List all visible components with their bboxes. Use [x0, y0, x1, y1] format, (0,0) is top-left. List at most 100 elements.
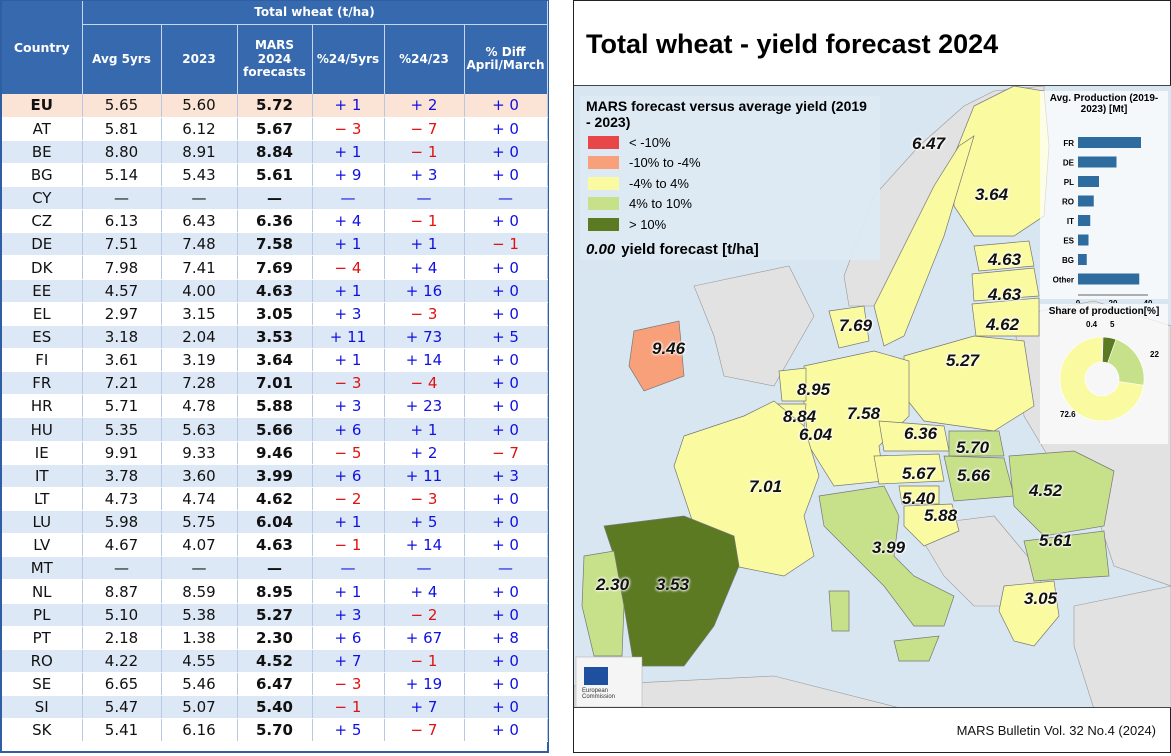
header-group: Total wheat (t/ha) — [82, 1, 548, 25]
region-ie — [628, 320, 685, 392]
table-row: DK 7.98 7.41 7.69− 4 + 4 + 0 — [2, 255, 548, 280]
legend-label: -4% to 4% — [629, 175, 689, 191]
cell-mars: 4.63 — [237, 533, 313, 558]
map-value-hr: 5.88 — [924, 506, 958, 525]
legend-swatch — [588, 217, 619, 231]
cell-p23: + 16 — [384, 279, 465, 303]
cell-country: EE — [2, 279, 83, 303]
cell-avg: 7.21 — [82, 371, 162, 396]
cell-mars: 7.01 — [237, 371, 313, 396]
cell-p5: + 5 — [312, 718, 385, 743]
cell-y2023: 5.60 — [161, 94, 238, 118]
table-row: HU 5.35 5.63 5.66 + 6 + 1 + 0 — [2, 417, 548, 442]
table-row: IT 3.78 3.60 3.99 + 6 + 11 + 3 — [2, 464, 548, 488]
legend-item: -10% to -4% — [580, 153, 880, 174]
cell-p5: + 1 — [312, 579, 385, 604]
cell-mars: 8.95 — [237, 579, 313, 604]
cell-country: LU — [2, 510, 83, 535]
cell-y2023: 3.60 — [161, 464, 238, 488]
cell-avg: 4.57 — [82, 279, 162, 303]
cell-avg: 5.10 — [82, 603, 162, 627]
map-value-dk: 7.69 — [839, 316, 873, 335]
cell-avg: 5.14 — [82, 163, 162, 188]
cell-country: PL — [2, 603, 83, 627]
region-el — [998, 580, 1060, 647]
region-ro — [1008, 450, 1115, 537]
cell-avg: 4.67 — [82, 533, 162, 558]
table-row: LT 4.73 4.74 4.62− 2− 3 + 0 — [2, 487, 548, 512]
bar-label-pl: PL — [1064, 178, 1074, 187]
cell-country: CY — [2, 186, 83, 211]
cell-y2023: 8.91 — [161, 140, 238, 164]
region-nl — [778, 367, 807, 402]
cell-p23: − 2 — [384, 603, 465, 627]
table-row: BG 5.14 5.43 5.61 + 9 + 3 + 0 — [2, 163, 548, 188]
region-sk — [948, 430, 1005, 457]
bar-tick-label: 20 — [1109, 299, 1118, 303]
cell-mars: 4.63 — [237, 279, 313, 303]
cell-country: IT — [2, 464, 83, 488]
cell-country: ES — [2, 325, 83, 350]
cell-mars: 5.66 — [237, 417, 313, 442]
bar-label-other: Other — [1053, 276, 1074, 285]
map-value-hu: 5.66 — [957, 466, 991, 485]
cell-p23: − 1 — [384, 649, 465, 674]
bar-it — [1078, 215, 1091, 226]
cell-mars: 6.36 — [237, 209, 313, 234]
cell-pd: − 1 — [464, 232, 548, 257]
cell-y2023: — — [161, 556, 238, 581]
production-bar-panel: Avg. Production (2019-2023) [Mt] FR DE PL R… — [1040, 91, 1168, 308]
cell-p5: − 5 — [312, 441, 385, 465]
table-row: IE 9.91 9.33 9.46− 5 + 2− 7 — [2, 441, 548, 465]
cell-y2023: 4.07 — [161, 533, 238, 558]
map-value-sk: 5.70 — [956, 438, 990, 457]
cell-avg: 2.18 — [82, 626, 162, 650]
legend-item: > 10% — [580, 214, 880, 235]
cell-country: CZ — [2, 209, 83, 234]
table-row: EL 2.97 3.15 3.05 + 3− 3 + 0 — [2, 302, 548, 326]
cell-p23: + 11 — [384, 464, 465, 488]
cell-avg: 2.97 — [82, 302, 162, 326]
cell-country: BE — [2, 140, 83, 164]
cell-pd: + 8 — [464, 626, 548, 650]
cell-mars: 5.61 — [237, 163, 313, 188]
cell-p5: + 6 — [312, 626, 385, 650]
cell-mars: 6.47 — [237, 672, 313, 697]
cell-p5: + 3 — [312, 603, 385, 627]
donut-slice-3 — [1059, 336, 1144, 422]
map-value-it: 3.99 — [872, 538, 906, 557]
cell-mars: 3.05 — [237, 302, 313, 326]
cell-p5: − 3 — [312, 117, 385, 141]
cell-y2023: 7.48 — [161, 232, 238, 257]
cell-mars: 5.70 — [237, 718, 313, 743]
cell-p23: + 5 — [384, 510, 465, 535]
cell-p23: + 4 — [384, 579, 465, 604]
cell-p23: − 3 — [384, 487, 465, 512]
share-pie-panel: Share of production[%] 0.4 5 22 72.6 — [1040, 304, 1168, 444]
cell-pd: + 0 — [464, 255, 548, 280]
cell-p23: + 73 — [384, 325, 465, 350]
legend-swatch — [588, 197, 619, 211]
legend-note-text: yield forecast [t/ha] — [621, 240, 759, 258]
map-value-de: 7.58 — [847, 404, 881, 423]
map-panel: Total wheat - yield forecast 2024 — [573, 0, 1171, 753]
cell-country: BG — [2, 163, 83, 188]
map-value-se: 6.47 — [912, 134, 946, 153]
cell-pd: + 3 — [464, 464, 548, 488]
cell-y2023: 4.78 — [161, 394, 238, 419]
table-row: SI 5.47 5.07 5.40− 1 + 7 + 0 — [2, 695, 548, 720]
cell-avg: 3.78 — [82, 464, 162, 488]
bar-tick-label: 40 — [1144, 299, 1153, 303]
header-col-2: MARS 2024 forecasts — [237, 24, 313, 94]
cell-y2023: 5.63 — [161, 417, 238, 442]
cell-p23: + 2 — [384, 94, 465, 118]
cell-p23: + 14 — [384, 348, 465, 373]
region-lt — [971, 297, 1040, 337]
cell-p23: + 19 — [384, 672, 465, 697]
region-bg — [1023, 530, 1110, 582]
share-donut-chart: 0.4 5 22 72.6 — [1059, 320, 1159, 422]
legend-label: -10% to -4% — [629, 155, 701, 171]
legend-label: > 10% — [629, 216, 667, 232]
bar-other — [1078, 273, 1140, 285]
